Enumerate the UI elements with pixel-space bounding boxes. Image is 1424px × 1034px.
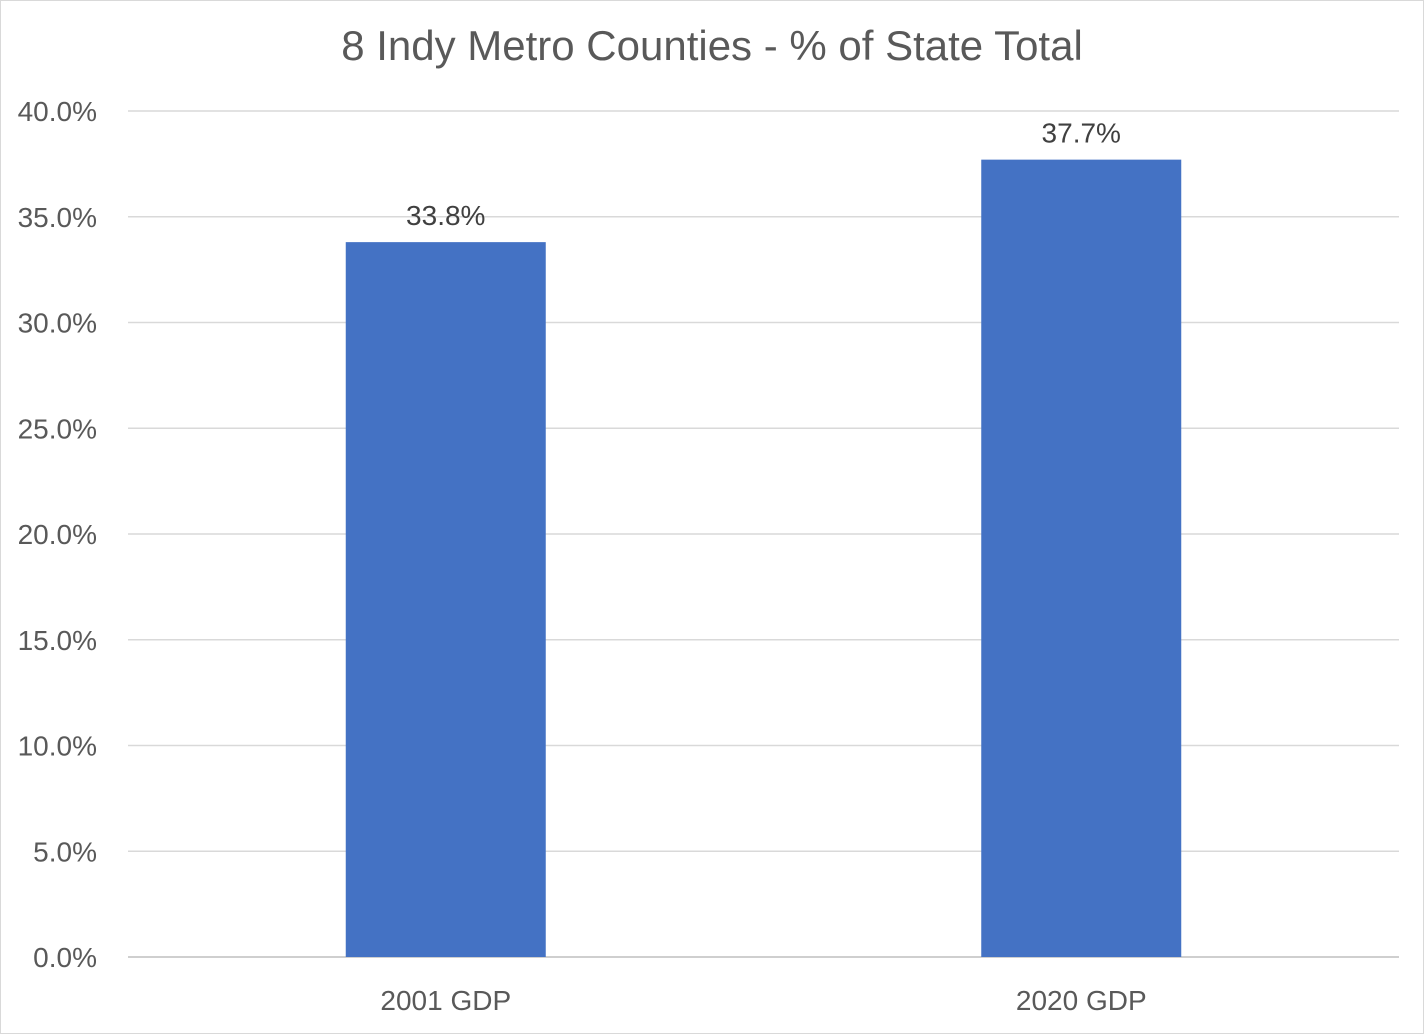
y-tick-label: 20.0% [18,519,97,550]
y-tick-label: 30.0% [18,308,97,339]
data-label: 33.8% [406,200,485,231]
x-tick-label: 2020 GDP [1016,985,1147,1016]
y-tick-label: 5.0% [33,836,97,867]
bar-2 [981,159,1182,957]
y-tick-label: 0.0% [33,942,97,973]
y-tick-label: 15.0% [18,625,97,656]
data-labels: 33.8% 37.7% [406,118,1121,231]
y-axis-tick-labels: 0.0% 5.0% 10.0% 15.0% 20.0% 25.0% 30.0% 35.0% 40… [18,96,97,973]
y-tick-label: 35.0% [18,202,97,233]
chart-title: 8 Indy Metro Counties - % of State Total [341,22,1083,69]
bar-1 [345,242,546,957]
gridlines [128,110,1399,958]
y-tick-label: 25.0% [18,413,97,444]
y-tick-label: 10.0% [18,731,97,762]
x-tick-label: 2001 GDP [380,985,511,1016]
data-label: 37.7% [1042,118,1121,149]
y-tick-label: 40.0% [18,96,97,127]
bars [345,159,1182,957]
x-axis-tick-labels: 2001 GDP 2020 GDP [380,985,1146,1016]
